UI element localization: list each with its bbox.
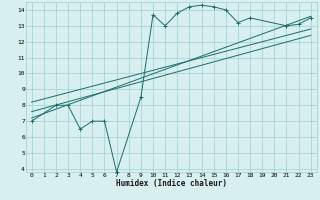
X-axis label: Humidex (Indice chaleur): Humidex (Indice chaleur) — [116, 179, 227, 188]
